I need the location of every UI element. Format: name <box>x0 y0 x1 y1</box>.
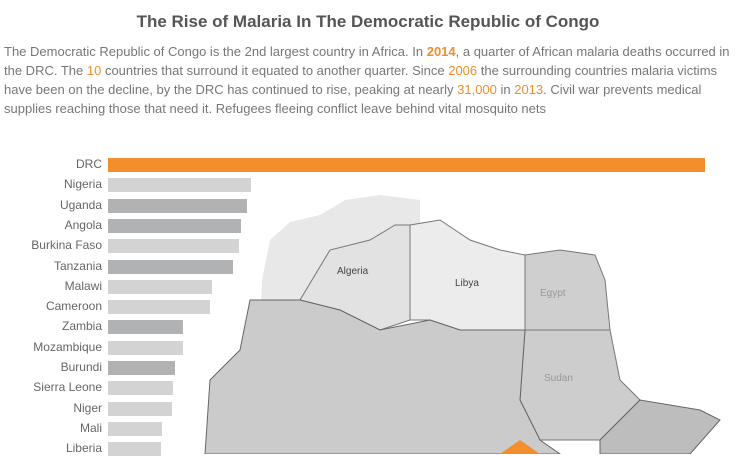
desc-text: . Civil war prevents medical supplies re… <box>4 82 702 116</box>
map-east[interactable] <box>599 399 721 454</box>
desc-text: The Democratic Republic of Congo is the … <box>4 44 427 59</box>
desc-text: countries that surround it equated to an… <box>101 63 449 78</box>
bar-liberia[interactable] <box>108 442 161 456</box>
bar-label: Sierra Leone <box>33 380 102 395</box>
map-label-libya: Libya <box>455 278 479 289</box>
desc-text: in <box>496 82 515 97</box>
bar-malawi[interactable] <box>108 279 212 294</box>
bar-nigeria[interactable] <box>108 178 251 193</box>
bar-label: Niger <box>73 400 102 415</box>
bar-burkina-faso[interactable] <box>108 239 239 254</box>
map-label-egypt: Egypt <box>540 288 566 299</box>
bar-label: Mali <box>79 420 102 435</box>
bar-mozambique[interactable] <box>108 340 184 355</box>
bar-label: Tanzania <box>53 258 102 273</box>
bar-mali[interactable] <box>108 421 162 436</box>
description: The Democratic Republic of Congo is the … <box>4 42 732 118</box>
map-label-sudan: Sudan <box>544 373 573 384</box>
desc-highlight-2013: 2013 <box>514 82 544 97</box>
map-sahel[interactable] <box>204 299 561 454</box>
desc-highlight-2014: 2014 <box>426 44 456 59</box>
bar-label: Angola <box>64 217 102 232</box>
bar-sierra-leone[interactable] <box>108 381 174 396</box>
bar-label: Burundi <box>60 360 102 374</box>
bar-zambia[interactable] <box>108 320 184 335</box>
map-morocco-region[interactable] <box>240 195 420 454</box>
page-title: The Rise of Malaria In The Democratic Re… <box>136 12 600 31</box>
bar-label: Burkina Faso <box>31 238 102 253</box>
desc-text: , a quarter of African malaria deaths oc… <box>4 44 730 78</box>
bar-label: Nigeria <box>63 177 102 192</box>
desc-text: the surrounding countries malaria victim… <box>4 63 718 97</box>
desc-highlight-2006: 2006 <box>448 63 478 78</box>
bar-tanzania[interactable] <box>108 259 234 274</box>
bar-drc[interactable] <box>108 158 705 172</box>
bar-niger[interactable] <box>108 401 172 416</box>
map-drc-edge[interactable] <box>500 440 540 454</box>
bar-label: Zambia <box>61 319 102 334</box>
map-label-algeria: Algeria <box>337 266 369 277</box>
desc-highlight-31000: 31,000 <box>457 82 497 97</box>
map-egypt[interactable] <box>524 249 611 331</box>
bar-cameroon[interactable] <box>108 300 211 315</box>
bar-uganda[interactable] <box>108 198 247 213</box>
bar-label: Uganda <box>59 197 102 212</box>
desc-highlight-10: 10 <box>86 63 102 78</box>
bar-label: Mozambique <box>33 339 102 354</box>
bar-label: DRC <box>76 157 102 171</box>
bar-label: Cameroon <box>45 299 102 314</box>
bar-burundi[interactable] <box>108 361 176 375</box>
bar-label: Malawi <box>64 278 102 293</box>
bar-label: Liberia <box>65 441 102 456</box>
map-libya[interactable] <box>409 219 526 331</box>
bar-angola[interactable] <box>108 218 241 233</box>
